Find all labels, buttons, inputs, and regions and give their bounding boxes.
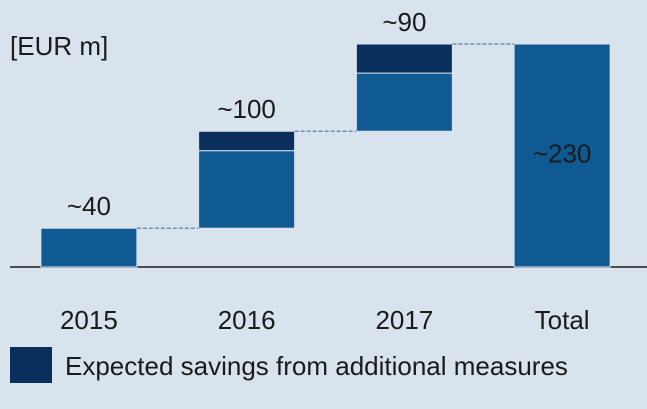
x-tick-label: 2016: [218, 305, 276, 335]
bar-segment: [355, 72, 453, 132]
bar-segment: [198, 130, 296, 152]
bar-segment: [198, 150, 296, 229]
bar-segment: [513, 43, 611, 268]
unit-label: [EUR m]: [10, 31, 108, 61]
legend-swatch: [10, 347, 52, 383]
x-tick-label: 2017: [375, 305, 433, 335]
bar-segment: [355, 43, 453, 74]
value-label: ~40: [67, 191, 111, 221]
x-tick-label: 2015: [60, 305, 118, 335]
value-label: ~100: [217, 94, 276, 124]
value-label: ~90: [382, 7, 426, 37]
value-label: ~230: [533, 138, 592, 168]
legend-label: Expected savings from additional measure…: [65, 351, 568, 381]
x-tick-label: Total: [535, 305, 590, 335]
bar-segment: [40, 227, 138, 268]
